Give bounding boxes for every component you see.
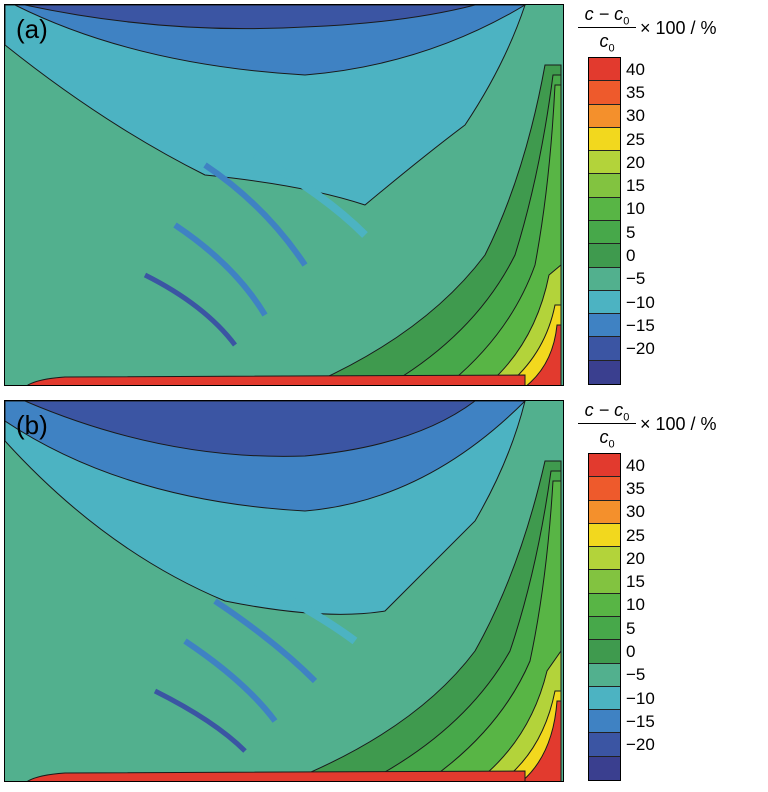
colorbar-swatch bbox=[589, 617, 620, 641]
streak-1 bbox=[213, 598, 318, 684]
colorbar-swatch bbox=[589, 360, 620, 384]
fraction-numerator: c − c0 bbox=[584, 4, 630, 28]
colorbar-swatch bbox=[589, 733, 620, 757]
colorbar-swatch bbox=[589, 523, 620, 548]
region-10 bbox=[426, 480, 562, 781]
colorbar-swatch bbox=[589, 151, 620, 175]
colorbar-swatch bbox=[589, 756, 620, 780]
colorbar-swatch bbox=[589, 314, 620, 338]
colorbar-tick-label: 35 bbox=[626, 478, 645, 498]
colorbar-tick-label: 10 bbox=[626, 595, 645, 615]
panel-a: (a) c − c0 c0 × 100 / % 40 35 30 25 20 15 10 5 0… bbox=[4, 2, 764, 386]
colorbar-unit: × 100 / % bbox=[640, 18, 717, 38]
colorbar-tick-label: 10 bbox=[626, 199, 645, 219]
contour-field bbox=[4, 4, 564, 386]
colorbar-swatch bbox=[589, 500, 620, 524]
colorbar-tick-label: 30 bbox=[626, 106, 645, 126]
colorbar-swatch bbox=[589, 454, 620, 478]
fraction-bar bbox=[578, 27, 636, 28]
colorbar-fraction: c − c0 c0 bbox=[578, 2, 636, 55]
colorbar-tick-label: −10 bbox=[626, 688, 655, 708]
colorbar-tick-label: 20 bbox=[626, 548, 645, 568]
fraction-bar bbox=[578, 423, 636, 424]
contour-field bbox=[4, 400, 564, 782]
colorbar-swatch bbox=[589, 570, 620, 594]
colorbar-swatch bbox=[589, 663, 620, 687]
region-40 bbox=[521, 700, 562, 781]
colorbar-swatch bbox=[589, 710, 620, 734]
colorbar-tick-label: 25 bbox=[626, 129, 645, 149]
colorbar-tick-label: −15 bbox=[626, 315, 655, 335]
colorbar-swatch bbox=[589, 337, 620, 361]
streak-3 bbox=[153, 688, 247, 753]
colorbar bbox=[588, 453, 621, 781]
region-minus15 bbox=[24, 5, 476, 30]
colorbar-swatch bbox=[589, 104, 620, 128]
colorbar-title: c − c0 c0 × 100 / % bbox=[574, 398, 764, 451]
streak-4 bbox=[233, 567, 358, 645]
colorbar-unit: × 100 / % bbox=[640, 414, 717, 434]
colorbar-tick-label: 40 bbox=[626, 455, 645, 475]
panel-label: (a) bbox=[16, 14, 48, 44]
colorbar-tick-label: 25 bbox=[626, 525, 645, 545]
colorbar-swatch bbox=[589, 267, 620, 291]
colorbar-tick-label: 5 bbox=[626, 618, 636, 638]
colorbar-swatch bbox=[589, 174, 620, 198]
colorbar-tick-label: −20 bbox=[626, 735, 655, 755]
colorbar-swatch bbox=[589, 547, 620, 571]
colorbar-tick-label: −15 bbox=[626, 711, 655, 731]
streak-1 bbox=[203, 162, 308, 267]
panel-label: (b) bbox=[16, 410, 48, 440]
colorbar-swatch bbox=[589, 221, 620, 245]
colorbar-swatch bbox=[589, 686, 620, 711]
region-10 bbox=[446, 84, 562, 385]
streak-2 bbox=[183, 638, 278, 723]
fraction-numerator: c − c0 bbox=[584, 400, 630, 424]
panel-b: (b) c − c0 c0 × 100 / % 40 35 30 25 20 15 10 5 0… bbox=[0, 396, 768, 792]
colorbar-tick-label: −10 bbox=[626, 292, 655, 312]
colorbar-tick-label: 20 bbox=[626, 152, 645, 172]
streak-4 bbox=[253, 151, 368, 238]
colorbar-swatch bbox=[589, 640, 620, 664]
colorbar-swatch bbox=[589, 593, 620, 617]
colorbar-tick-label: 40 bbox=[626, 59, 645, 79]
colorbar-swatch bbox=[589, 290, 620, 315]
contour-plot bbox=[5, 401, 563, 781]
colorbar-tick-label: 15 bbox=[626, 572, 645, 592]
colorbar-swatch bbox=[589, 127, 620, 152]
colorbar-title: c − c0 c0 × 100 / % bbox=[574, 2, 764, 55]
region-minus15 bbox=[24, 401, 476, 457]
region-40 bbox=[526, 324, 562, 385]
contour-plot bbox=[5, 5, 563, 385]
region-bottom-40 bbox=[27, 374, 526, 385]
colorbar-tick-label: 15 bbox=[626, 176, 645, 196]
region-bottom-40 bbox=[27, 770, 526, 781]
colorbar-tick-label: 0 bbox=[626, 641, 636, 661]
colorbar-fraction: c − c0 c0 bbox=[578, 398, 636, 451]
streak-2 bbox=[173, 222, 268, 317]
colorbar-swatch bbox=[589, 58, 620, 82]
colorbar-tick-label: 35 bbox=[626, 82, 645, 102]
fraction-denominator: c0 bbox=[599, 31, 615, 55]
colorbar bbox=[588, 57, 621, 385]
colorbar-tick-label: 5 bbox=[626, 222, 636, 242]
colorbar-tick-label: −20 bbox=[626, 339, 655, 359]
colorbar-swatch bbox=[589, 477, 620, 501]
colorbar-tick-label: −5 bbox=[626, 665, 646, 685]
colorbar-swatch bbox=[589, 244, 620, 268]
colorbar-tick-label: 0 bbox=[626, 245, 636, 265]
colorbar-swatch bbox=[589, 197, 620, 221]
colorbar-swatch bbox=[589, 81, 620, 105]
fraction-denominator: c0 bbox=[599, 427, 615, 451]
colorbar-tick-label: −5 bbox=[626, 269, 646, 289]
colorbar-tick-label: 30 bbox=[626, 502, 645, 522]
streak-3 bbox=[143, 272, 237, 347]
